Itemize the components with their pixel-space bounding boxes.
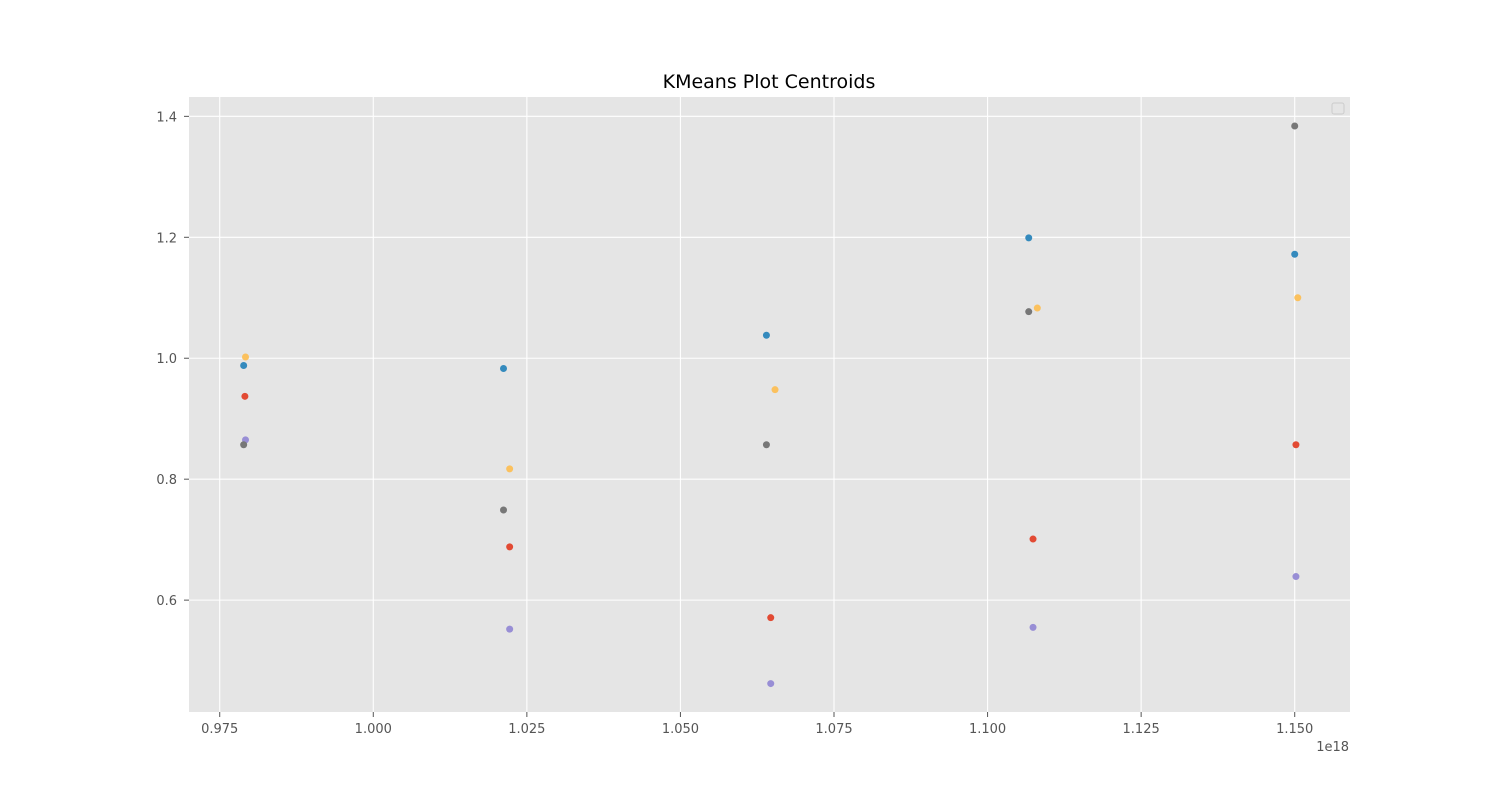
y-tick-label: 1.4 xyxy=(156,110,177,125)
data-point xyxy=(1029,623,1037,631)
data-point xyxy=(1025,234,1033,242)
data-point xyxy=(1294,294,1302,302)
x-tick-label: 1.050 xyxy=(662,722,699,737)
y-axis-ticks: 0.6 0.8 1.0 1.2 1.4 xyxy=(156,110,189,609)
data-point xyxy=(1029,535,1037,543)
y-tick-label: 0.8 xyxy=(156,473,177,488)
x-axis-ticks: 0.975 1.000 1.025 1.050 1.075 1.100 1.125 1.150 xyxy=(201,712,1313,737)
data-point xyxy=(1033,304,1041,312)
x-tick-label: 0.975 xyxy=(201,722,238,737)
data-point xyxy=(762,331,770,339)
x-tick-label: 1.075 xyxy=(815,722,852,737)
series-5 xyxy=(242,294,1302,473)
data-point xyxy=(240,441,248,449)
data-point xyxy=(500,365,508,373)
data-point xyxy=(240,361,248,369)
data-point xyxy=(767,680,775,688)
data-point xyxy=(506,465,514,473)
series-2 xyxy=(240,234,1299,373)
y-tick-label: 1.0 xyxy=(156,352,177,367)
data-points xyxy=(240,122,1302,688)
data-point xyxy=(506,543,514,551)
data-point xyxy=(1292,441,1300,449)
x-tick-label: 1.150 xyxy=(1276,722,1313,737)
series-4 xyxy=(240,122,1299,514)
data-point xyxy=(500,506,508,514)
chart-title: KMeans Plot Centroids xyxy=(663,71,876,93)
plot-area xyxy=(189,97,1350,712)
data-point xyxy=(506,625,514,633)
data-point xyxy=(767,614,775,622)
x-tick-label: 1.125 xyxy=(1123,722,1160,737)
x-axis-offset-label: 1e18 xyxy=(1316,740,1349,755)
data-point xyxy=(762,441,770,449)
data-point xyxy=(1292,573,1300,581)
x-tick-label: 1.000 xyxy=(355,722,392,737)
legend-box xyxy=(1331,102,1345,115)
grid-lines xyxy=(189,97,1350,712)
data-point xyxy=(241,392,249,400)
series-3 xyxy=(242,436,1300,688)
data-point xyxy=(1291,250,1299,258)
x-tick-label: 1.025 xyxy=(508,722,545,737)
data-point xyxy=(771,386,779,394)
y-tick-label: 1.2 xyxy=(156,231,177,246)
y-tick-label: 0.6 xyxy=(156,594,177,609)
data-point xyxy=(1025,308,1033,316)
data-point xyxy=(242,353,250,361)
x-tick-label: 1.100 xyxy=(969,722,1006,737)
data-point xyxy=(1291,122,1299,130)
series-1 xyxy=(241,392,1300,622)
